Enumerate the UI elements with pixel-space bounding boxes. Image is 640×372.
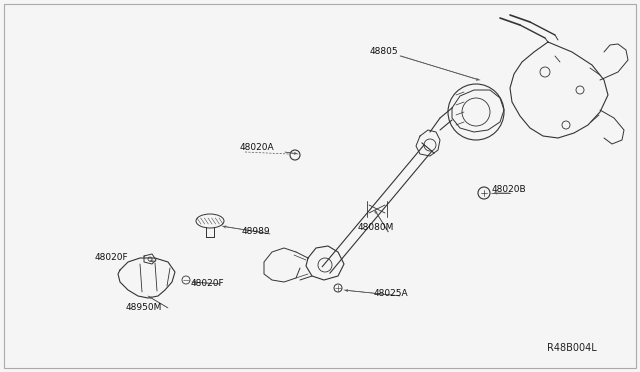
Text: 48950M: 48950M [126,302,163,311]
Text: 48020A: 48020A [240,144,275,153]
Text: 48989: 48989 [242,227,271,235]
Text: 48080M: 48080M [358,224,394,232]
Text: 48025A: 48025A [374,289,408,298]
Text: 48020B: 48020B [492,186,527,195]
Text: 48020F: 48020F [191,279,225,289]
Text: R48B004L: R48B004L [547,343,597,353]
Text: 48805: 48805 [370,48,399,57]
Text: 48020F: 48020F [95,253,129,263]
